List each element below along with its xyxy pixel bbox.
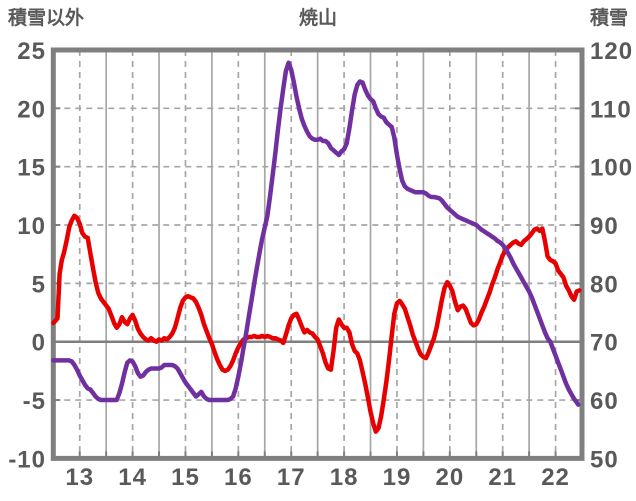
left-axis-title: 積雪以外 [8, 8, 85, 29]
right-axis-tick-label: 80 [590, 271, 619, 298]
left-axis-tick-label: 5 [32, 271, 46, 298]
x-tick-label: 18 [330, 464, 359, 491]
right-axis-tick-label: 110 [590, 96, 632, 123]
left-axis-tick-label: 25 [17, 38, 46, 65]
x-tick-label: 16 [224, 464, 253, 491]
right-axis-title: 積雪 [589, 8, 628, 29]
right-axis-tick-label: 100 [590, 155, 633, 182]
left-axis-tick-label: 10 [17, 213, 46, 240]
left-axis-tick-label: 15 [17, 155, 46, 182]
x-tick-label: 15 [171, 464, 200, 491]
red-series-line [51, 213, 582, 434]
plot-border [50, 47, 585, 461]
x-tick-label: 13 [65, 464, 94, 491]
x-tick-label: 21 [488, 464, 517, 491]
right-axis-tick-label: 70 [590, 330, 619, 357]
left-axis-tick-label: -10 [8, 446, 46, 473]
left-axis-tick-label: 20 [17, 96, 46, 123]
right-axis-tick-label: 90 [590, 213, 619, 240]
left-axis-tick-label: 0 [32, 330, 46, 357]
x-tick-label: 20 [435, 464, 464, 491]
chart-title: 焼山 [298, 8, 337, 29]
left-axis-tick-label: -5 [23, 388, 46, 415]
x-tick-label: 19 [383, 464, 412, 491]
purple-series-line [51, 60, 581, 407]
x-tick-label: 14 [118, 464, 147, 491]
right-axis-tick-label: 50 [590, 446, 619, 473]
x-tick-label: 17 [277, 464, 306, 491]
x-tick-label: 22 [541, 464, 570, 491]
right-axis-tick-label: 60 [590, 388, 619, 415]
right-axis-tick-label: 120 [590, 38, 633, 65]
